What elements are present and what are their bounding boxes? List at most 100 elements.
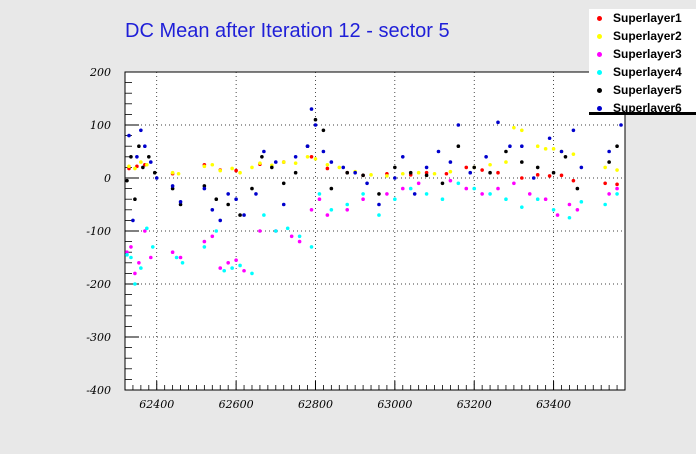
y-tick-label: 0 [104,172,111,185]
data-point [353,170,357,175]
data-point [480,192,484,196]
data-point [329,208,334,212]
data-point [305,155,310,159]
x-tick-label: 62600 [219,398,254,411]
data-point [258,161,262,165]
data-point [520,128,524,133]
data-point [520,144,524,148]
data-point [480,168,484,172]
data-point [133,197,137,201]
legend-marker [597,15,602,21]
data-point [210,208,215,212]
data-point [520,176,524,180]
data-point [337,165,342,170]
legend-marker [597,105,602,111]
data-point [218,266,223,270]
data-point [321,149,326,154]
data-point [531,176,536,180]
data-point [436,149,441,154]
data-point [432,171,437,176]
legend-entry: Superlayer5 [589,81,696,99]
data-point [262,213,266,217]
data-point [559,149,564,154]
data-point [496,120,500,125]
data-point [512,181,516,186]
data-point [408,186,413,191]
data-point [129,245,133,249]
data-point [448,160,453,164]
data-point [543,147,548,151]
legend-marker [597,51,602,57]
data-point [250,271,254,276]
data-point [143,229,147,233]
data-point [615,182,619,187]
legend-marker [597,33,602,39]
data-point [448,178,453,183]
legend-label: Superlayer4 [613,65,682,79]
legend-label: Superlayer5 [613,83,682,97]
data-point [226,261,230,265]
data-point [603,181,607,186]
y-tick-label: -300 [86,331,111,344]
data-point [133,166,137,171]
data-point [170,184,175,188]
data-point [329,160,334,164]
data-point [309,155,314,159]
data-point [504,160,508,164]
data-point [551,170,556,175]
data-point [297,239,302,244]
data-point [270,165,274,170]
y-tick-label: -200 [86,278,111,291]
data-point [250,165,254,170]
series-4 [125,181,619,286]
data-point [293,170,298,175]
data-point [488,192,492,196]
data-point [226,192,230,196]
data-point [555,213,560,217]
data-point [133,271,137,276]
data-point [393,176,397,180]
data-point [125,253,129,257]
data-point [377,192,381,196]
data-point [281,202,286,207]
data-point [496,170,500,175]
data-point [178,255,183,260]
data-point [535,173,540,177]
series-3 [125,178,619,276]
data-point [321,128,326,133]
legend-entry: Superlayer4 [589,63,696,81]
series-6 [127,107,623,223]
data-point [369,173,373,177]
data-point [607,149,611,154]
data-point [400,186,405,191]
data-point [258,229,262,233]
data-point [218,168,223,173]
data-points [125,107,623,286]
data-point [520,160,524,164]
data-point [361,192,365,196]
x-tick-label: 62400 [139,398,174,411]
data-point [143,144,147,148]
data-point [551,147,556,151]
data-point [238,213,242,217]
data-point [619,123,623,127]
data-point [579,165,584,170]
data-point [496,186,500,191]
data-point [148,255,153,260]
data-point [535,144,540,148]
data-point [230,266,234,270]
data-point [210,162,215,167]
data-point [365,181,369,186]
data-point [202,245,207,249]
data-point [416,170,421,175]
data-point [615,186,619,191]
data-point [543,197,548,201]
legend-entry: Superlayer6 [589,99,696,117]
data-point [147,155,151,159]
data-point [176,171,181,176]
data-point [309,245,314,249]
data-point [139,266,143,270]
data-point [385,174,389,178]
legend-marker [597,87,602,93]
data-point [152,170,157,175]
